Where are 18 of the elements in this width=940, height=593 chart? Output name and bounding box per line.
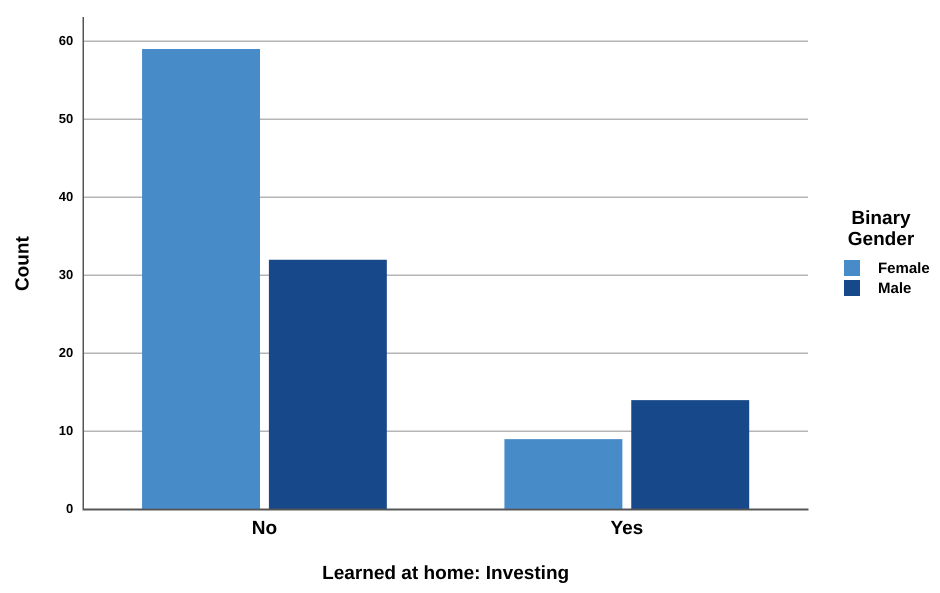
y-tick-label: 10 [58, 422, 74, 438]
y-tick-label: 0 [66, 500, 74, 516]
y-tick-label: 60 [58, 32, 74, 48]
x-axis-title: Learned at home: Investing [322, 562, 570, 584]
y-tick-label: 40 [58, 188, 74, 204]
x-tick-label: No [252, 518, 278, 540]
bar [504, 439, 622, 509]
y-tick-label: 50 [58, 110, 74, 126]
x-tick-label: Yes [610, 518, 644, 540]
legend-title: Binary Gender [846, 208, 916, 250]
y-tick-label: 30 [58, 266, 74, 282]
bar [631, 400, 750, 509]
legend-label: Female [878, 260, 930, 276]
y-tick-label: 20 [58, 344, 74, 360]
bar [268, 260, 387, 509]
y-axis-title: Count [12, 236, 34, 292]
bar [142, 49, 260, 509]
legend-label: Male [878, 280, 912, 296]
